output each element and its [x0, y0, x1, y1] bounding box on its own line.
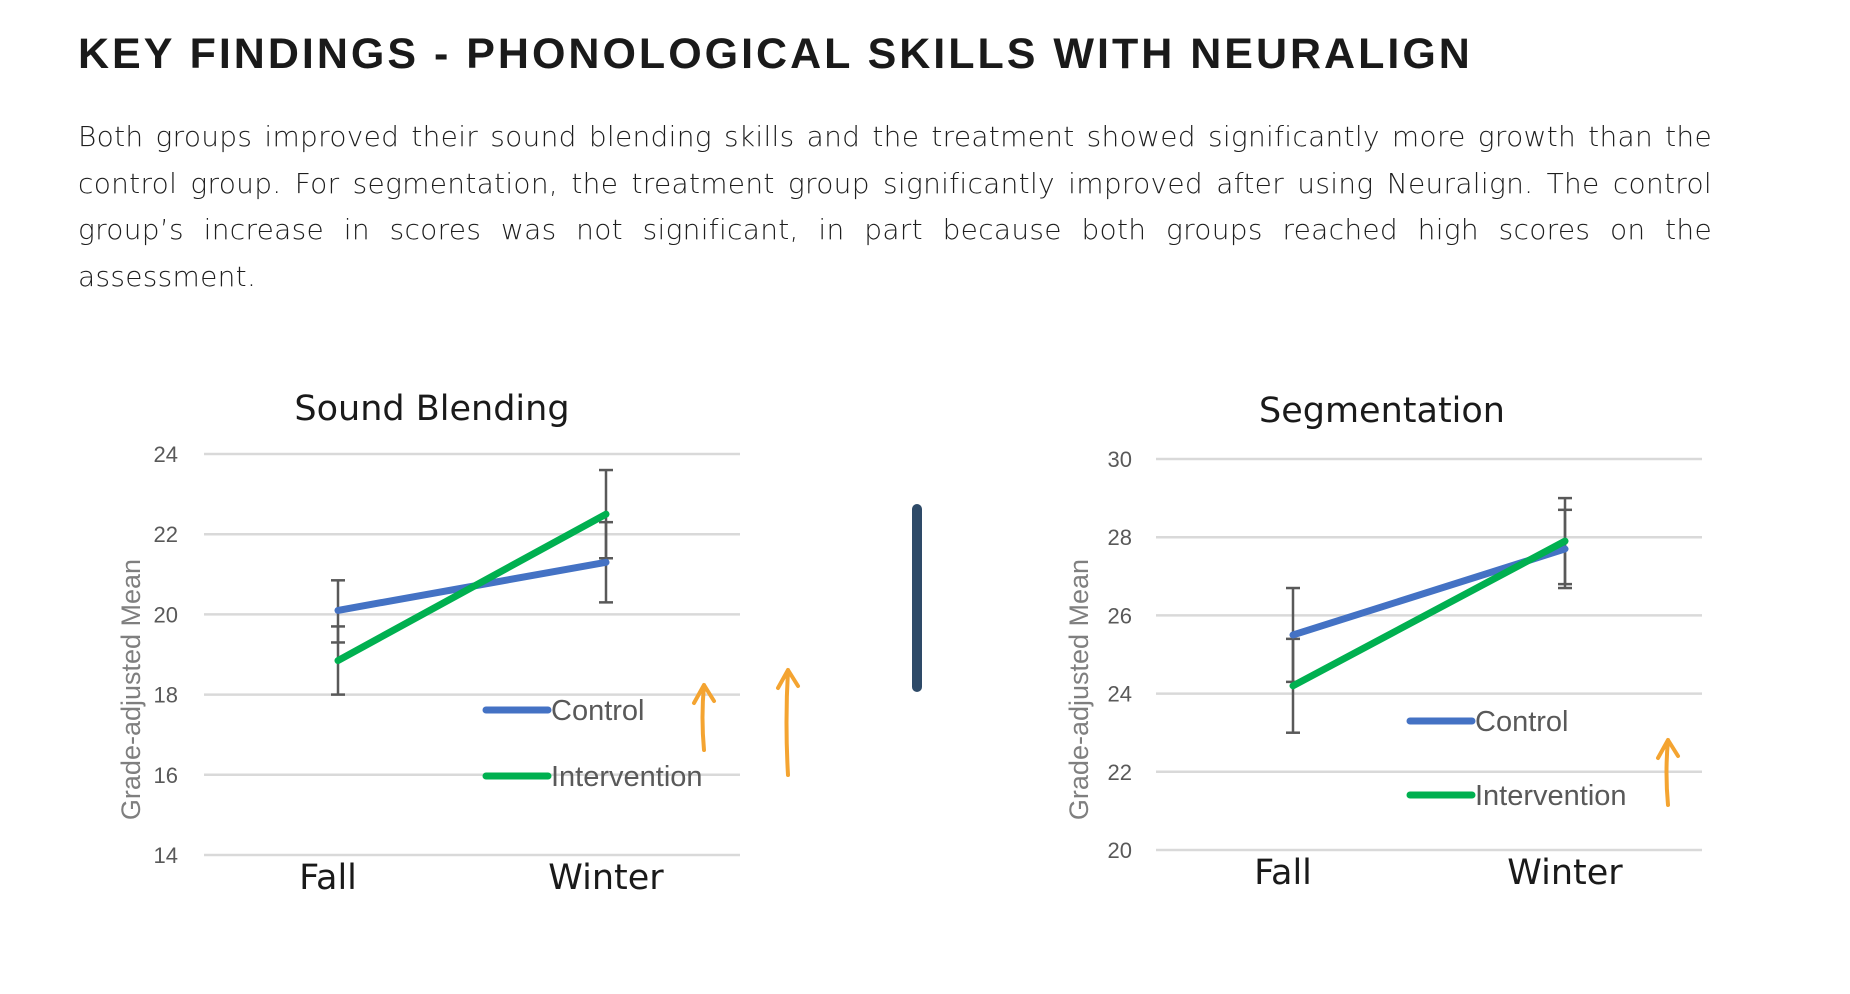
- y-tick-label: 16: [154, 763, 178, 788]
- page-title: KEY FINDINGS - PHONOLOGICAL SKILLS WITH …: [78, 30, 1473, 78]
- y-tick-label: 20: [154, 602, 178, 627]
- chart-svg: Segmentation 20 22 24 26 28 30 Grade-adjusted M…: [1064, 391, 1702, 893]
- y-tick-label: 24: [154, 442, 178, 467]
- up-arrow-icon: [1656, 738, 1680, 807]
- summary-paragraph: Both groups improved their sound blendin…: [78, 120, 1712, 293]
- x-tick-label: Winter: [1507, 853, 1623, 893]
- up-arrow-icon: [692, 683, 716, 752]
- y-axis-label: Grade-adjusted Mean: [1064, 559, 1094, 820]
- y-tick-label: 26: [1108, 603, 1132, 628]
- legend-label: Control: [1475, 706, 1569, 738]
- segmentation-chart: Segmentation 20 22 24 26 28 30 Grade-adjusted M…: [1040, 380, 1800, 920]
- series-line-intervention: [1289, 537, 1569, 690]
- sound-blending-chart: Sound Blending 14 16 18 20 22 24 Grade-adjusted…: [90, 380, 850, 920]
- x-tick-label: Winter: [548, 858, 664, 898]
- x-tick-label: Fall: [1254, 853, 1312, 893]
- divider: [912, 504, 922, 692]
- chart-svg: Sound Blending 14 16 18 20 22 24 Grade-adjusted…: [116, 389, 800, 898]
- legend-label: Intervention: [551, 761, 703, 793]
- y-tick-label: 24: [1108, 682, 1132, 707]
- y-tick-label: 30: [1108, 447, 1132, 472]
- chart-title: Segmentation: [1259, 391, 1505, 431]
- legend-label: Intervention: [1475, 780, 1627, 812]
- y-tick-label: 14: [154, 843, 178, 868]
- y-tick-label: 20: [1108, 838, 1132, 863]
- y-tick-label: 22: [154, 522, 178, 547]
- x-tick-label: Fall: [299, 858, 357, 898]
- y-tick-label: 22: [1108, 760, 1132, 785]
- legend-label: Control: [551, 695, 645, 727]
- up-arrow-icon: [776, 668, 800, 777]
- y-axis-label: Grade-adjusted Mean: [116, 559, 146, 820]
- series-line-intervention: [334, 510, 610, 665]
- chart-title: Sound Blending: [294, 389, 569, 429]
- y-tick-label: 28: [1108, 525, 1132, 550]
- y-tick-label: 18: [154, 683, 178, 708]
